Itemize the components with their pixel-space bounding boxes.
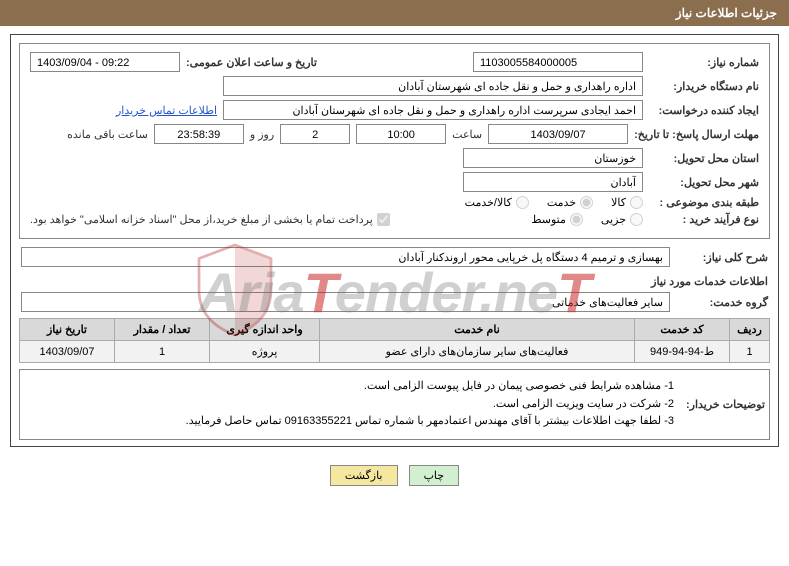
need-summary-label: شرح کلی نیاز:	[678, 251, 768, 264]
radio-service-input	[580, 196, 593, 209]
city-label: شهر محل تحویل:	[649, 176, 759, 189]
cell-date: 1403/09/07	[20, 341, 115, 363]
page-header: جزئیات اطلاعات نیاز	[0, 0, 789, 26]
city-value: آبادان	[463, 172, 643, 192]
row-province: استان محل تحویل: خوزستان	[30, 148, 759, 168]
row-need-number: شماره نیاز: 1103005584000005 تاریخ و ساع…	[30, 52, 759, 72]
details-section: شماره نیاز: 1103005584000005 تاریخ و ساع…	[19, 43, 770, 239]
col-row: ردیف	[730, 319, 770, 341]
cell-unit: پروژه	[210, 341, 320, 363]
deadline-date: 1403/09/07	[488, 124, 628, 144]
cell-qty: 1	[115, 341, 210, 363]
announce-datetime-value: 1403/09/04 - 09:22	[30, 52, 180, 72]
note-line-2: 2- شرکت در سایت ویزیت الزامی است.	[28, 396, 674, 414]
radio-minor-input	[630, 213, 643, 226]
row-buyer-org: نام دستگاه خریدار: اداره راهداری و حمل و…	[30, 76, 759, 96]
remaining-days: 2	[280, 124, 350, 144]
col-date: تاریخ نیاز	[20, 319, 115, 341]
col-qty: تعداد / مقدار	[115, 319, 210, 341]
radio-goods[interactable]: کالا	[611, 196, 643, 209]
note-line-1: 1- مشاهده شرایط فنی خصوصی پیمان در فایل …	[28, 378, 674, 396]
col-code: کد خدمت	[635, 319, 730, 341]
remaining-suffix: ساعت باقی مانده	[67, 128, 148, 141]
radio-medium[interactable]: متوسط	[531, 213, 583, 226]
service-group-row: گروه خدمت: سایر فعالیت‌های خدماتی	[21, 292, 768, 312]
payment-note-check: پرداخت تمام یا بخشی از مبلغ خرید،از محل …	[30, 213, 390, 226]
province-label: استان محل تحویل:	[649, 152, 759, 165]
table-header-row: ردیف کد خدمت نام خدمت واحد اندازه گیری ت…	[20, 319, 770, 341]
main-container: شماره نیاز: 1103005584000005 تاریخ و ساع…	[10, 34, 779, 447]
row-requester: ایجاد کننده درخواست: احمد ایجادی سرپرست …	[30, 100, 759, 120]
remaining-days-label: روز و	[250, 128, 274, 141]
row-process-type: نوع فرآیند خرید : جزیی متوسط پرداخت تمام…	[30, 213, 759, 226]
requester-value: احمد ایجادی سرپرست اداره راهداری و حمل و…	[223, 100, 643, 120]
process-type-label: نوع فرآیند خرید :	[649, 213, 759, 226]
cell-code: ط-94-94-949	[635, 341, 730, 363]
cell-name: فعالیت‌های سایر سازمان‌های دارای عضو	[320, 341, 635, 363]
category-label: طبقه بندی موضوعی :	[649, 196, 759, 209]
deadline-label: مهلت ارسال پاسخ: تا تاریخ:	[634, 128, 759, 141]
announce-datetime-label: تاریخ و ساعت اعلان عمومی:	[186, 56, 317, 69]
service-group-label: گروه خدمت:	[678, 296, 768, 309]
row-category: طبقه بندی موضوعی : کالا خدمت کالا/خدمت	[30, 196, 759, 209]
services-table: ردیف کد خدمت نام خدمت واحد اندازه گیری ت…	[19, 318, 770, 363]
province-value: خوزستان	[463, 148, 643, 168]
radio-service[interactable]: خدمت	[547, 196, 593, 209]
print-button[interactable]: چاپ	[409, 465, 460, 486]
radio-goods-service[interactable]: کالا/خدمت	[465, 196, 529, 209]
row-city: شهر محل تحویل: آبادان	[30, 172, 759, 192]
buyer-org-label: نام دستگاه خریدار:	[649, 80, 759, 93]
col-unit: واحد اندازه گیری	[210, 319, 320, 341]
col-name: نام خدمت	[320, 319, 635, 341]
buyer-org-value: اداره راهداری و حمل و نقل جاده ای شهرستا…	[223, 76, 643, 96]
need-number-label: شماره نیاز:	[649, 56, 759, 69]
need-number-value: 1103005584000005	[473, 52, 643, 72]
remaining-time: 23:58:39	[154, 124, 244, 144]
process-radio-group: جزیی متوسط	[531, 213, 643, 226]
category-radio-group: کالا خدمت کالا/خدمت	[465, 196, 643, 209]
requester-label: ایجاد کننده درخواست:	[649, 104, 759, 117]
back-button[interactable]: بازگشت	[330, 465, 398, 486]
buyer-notes-label: توضیحات خریدار:	[686, 398, 765, 411]
button-row: چاپ بازگشت	[0, 455, 789, 496]
need-summary-text: بهسازی و ترمیم 4 دستگاه پل خرپایی محور ا…	[21, 247, 670, 267]
services-section-title: اطلاعات خدمات مورد نیاز	[21, 275, 768, 288]
radio-minor[interactable]: جزیی	[601, 213, 643, 226]
buyer-contact-link[interactable]: اطلاعات تماس خریدار	[116, 104, 217, 117]
payment-checkbox	[377, 213, 390, 226]
radio-goods-service-input	[516, 196, 529, 209]
radio-goods-input	[630, 196, 643, 209]
need-summary-row: شرح کلی نیاز: بهسازی و ترمیم 4 دستگاه پل…	[21, 247, 768, 267]
buyer-notes-frame: توضیحات خریدار: 1- مشاهده شرایط فنی خصوص…	[19, 369, 770, 440]
row-deadline: مهلت ارسال پاسخ: تا تاریخ: 1403/09/07 سا…	[30, 124, 759, 144]
buyer-notes-content: 1- مشاهده شرایط فنی خصوصی پیمان در فایل …	[24, 374, 678, 435]
deadline-time: 10:00	[356, 124, 446, 144]
note-line-3: 3- لطفا جهت اطلاعات بیشتر با آقای مهندس …	[28, 413, 674, 431]
service-group-value: سایر فعالیت‌های خدماتی	[21, 292, 670, 312]
radio-medium-input	[570, 213, 583, 226]
deadline-time-label: ساعت	[452, 128, 482, 141]
payment-note-text: پرداخت تمام یا بخشی از مبلغ خرید،از محل …	[30, 213, 373, 226]
page-title: جزئیات اطلاعات نیاز	[676, 6, 777, 20]
table-row: 1 ط-94-94-949 فعالیت‌های سایر سازمان‌های…	[20, 341, 770, 363]
cell-row: 1	[730, 341, 770, 363]
